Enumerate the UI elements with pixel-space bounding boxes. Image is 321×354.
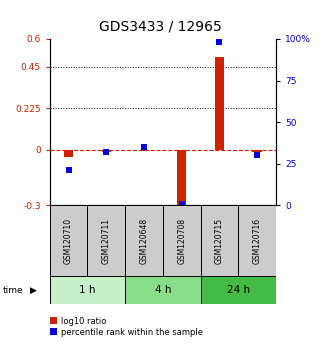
Bar <box>253 150 262 152</box>
Text: 1 h: 1 h <box>79 285 96 295</box>
Bar <box>201 276 276 304</box>
Text: GSM120716: GSM120716 <box>253 218 262 264</box>
Legend: log10 ratio, percentile rank within the sample: log10 ratio, percentile rank within the … <box>50 317 203 337</box>
Bar <box>87 205 125 276</box>
Bar <box>50 276 125 304</box>
Bar <box>125 205 163 276</box>
Bar <box>215 57 224 150</box>
Text: 4 h: 4 h <box>155 285 171 295</box>
Text: ▶: ▶ <box>30 286 37 295</box>
Bar <box>163 205 201 276</box>
Bar <box>177 150 187 209</box>
Text: GSM120708: GSM120708 <box>177 218 186 264</box>
Bar <box>50 205 87 276</box>
Bar <box>139 150 149 151</box>
Bar <box>238 205 276 276</box>
Bar <box>102 150 111 152</box>
Text: time: time <box>3 286 24 295</box>
Text: GSM120715: GSM120715 <box>215 218 224 264</box>
Bar <box>125 276 201 304</box>
Bar <box>64 150 73 157</box>
Text: GSM120711: GSM120711 <box>102 218 111 264</box>
Text: GSM120710: GSM120710 <box>64 218 73 264</box>
Text: GSM120648: GSM120648 <box>140 218 149 264</box>
Bar <box>201 205 238 276</box>
Text: 24 h: 24 h <box>227 285 250 295</box>
Text: GDS3433 / 12965: GDS3433 / 12965 <box>99 19 222 34</box>
